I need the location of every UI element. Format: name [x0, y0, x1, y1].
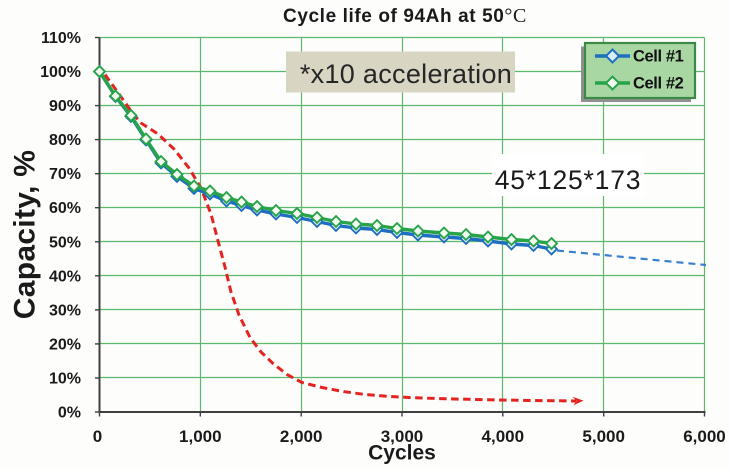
svg-text:10%: 10% — [49, 371, 81, 388]
svg-text:Capacity, %: Capacity, % — [9, 150, 42, 319]
svg-text:3,000: 3,000 — [381, 427, 424, 446]
svg-text:Cell #1: Cell #1 — [633, 48, 684, 66]
svg-text:50%: 50% — [49, 234, 81, 251]
svg-text:20%: 20% — [49, 336, 81, 353]
svg-text:80%: 80% — [49, 132, 81, 149]
svg-text:5,000: 5,000 — [582, 427, 625, 446]
svg-text:70%: 70% — [49, 166, 81, 183]
svg-text:2,000: 2,000 — [280, 427, 323, 446]
svg-text:60%: 60% — [49, 200, 81, 217]
svg-text:0: 0 — [93, 427, 102, 446]
svg-text:45*125*173: 45*125*173 — [495, 165, 642, 195]
svg-text:40%: 40% — [49, 268, 81, 285]
svg-text:6,000: 6,000 — [683, 427, 726, 446]
svg-text:1,000: 1,000 — [179, 427, 222, 446]
svg-text:Cycles: Cycles — [368, 442, 436, 465]
svg-text:100%: 100% — [40, 64, 81, 81]
svg-text:4,000: 4,000 — [482, 427, 525, 446]
svg-text:110%: 110% — [41, 30, 81, 47]
svg-text:Cell #2: Cell #2 — [633, 75, 684, 93]
svg-text:90%: 90% — [49, 98, 81, 115]
svg-text:*x10 acceleration: *x10 acceleration — [300, 59, 512, 89]
svg-text:30%: 30% — [49, 302, 81, 319]
svg-text:Cycle life of 94Ah at 50°C: Cycle life of 94Ah at 50°C — [283, 5, 527, 27]
svg-text:0%: 0% — [58, 405, 81, 422]
